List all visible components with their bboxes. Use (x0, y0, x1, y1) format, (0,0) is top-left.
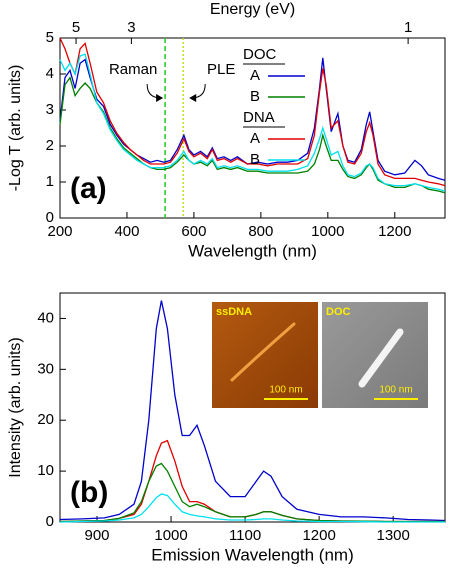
x-tick-label: 800 (248, 223, 273, 240)
y-tick-label: 0 (46, 513, 54, 530)
inset-title: ssDNA (216, 306, 252, 318)
series-line (59, 493, 445, 523)
legend-label: A (250, 130, 260, 147)
x2-tick-label: 5 (72, 19, 80, 36)
annotation: Raman (109, 61, 157, 78)
y-axis-label: Intensity (arb. units) (7, 337, 24, 478)
y-tick-label: 5 (46, 29, 54, 46)
annotation: PLE (207, 61, 235, 78)
y-tick-label: 4 (46, 65, 54, 82)
inset-image (212, 302, 318, 408)
inset-title: DOC (326, 306, 351, 318)
legend-label: B (250, 151, 260, 168)
y-tick-label: 30 (37, 360, 54, 377)
arrowhead (156, 94, 164, 102)
series-line (59, 57, 446, 181)
y-tick-label: 10 (37, 462, 54, 479)
y-tick-label: 1 (46, 173, 54, 190)
legend-label: B (250, 88, 260, 105)
series-line (59, 300, 446, 522)
series-line (59, 37, 446, 187)
y-tick-label: 20 (37, 411, 54, 428)
x-tick-label: 1300 (376, 527, 409, 544)
arrowhead (189, 94, 197, 102)
x-tick-label: 900 (85, 527, 110, 544)
y-tick-label: 0 (46, 209, 54, 226)
x2-tick-label: 3 (127, 19, 135, 36)
x2-axis-label: Energy (eV) (210, 1, 295, 18)
y-tick-label: 3 (46, 101, 54, 118)
inset-tube (358, 328, 404, 388)
x-tick-label: 400 (114, 223, 139, 240)
scale-label: 100 nm (269, 385, 302, 396)
y-tick-label: 40 (37, 309, 54, 326)
x-axis-label: Wavelength (nm) (188, 241, 317, 260)
legend-group: DNA (243, 109, 275, 126)
inset-tube (230, 322, 296, 382)
x-tick-label: 1000 (311, 223, 344, 240)
y-tick-label: 2 (46, 137, 54, 154)
x-axis-label: Emission Wavelength (nm) (151, 545, 354, 564)
plot-frame (59, 37, 446, 219)
plot-frame (59, 292, 446, 523)
scale-label: 100 nm (379, 385, 412, 396)
x2-tick-label: 1 (404, 19, 412, 36)
legend-group: DOC (243, 46, 277, 63)
panel-label: (a) (70, 172, 107, 205)
y-axis-label: -Log T (arb. units) (7, 65, 24, 192)
x-tick-label: 1100 (229, 527, 261, 544)
series-line (59, 462, 445, 523)
x-tick-label: 1200 (302, 527, 335, 544)
x-tick-label: 1200 (378, 223, 411, 240)
x-tick-label: 200 (47, 223, 72, 240)
series-line (59, 53, 446, 192)
x-tick-label: 1000 (154, 527, 187, 544)
legend-label: A (250, 67, 260, 84)
series-line (59, 439, 445, 523)
inset-image (322, 302, 428, 408)
panel-label: (b) (70, 476, 108, 509)
x-tick-label: 600 (181, 223, 206, 240)
